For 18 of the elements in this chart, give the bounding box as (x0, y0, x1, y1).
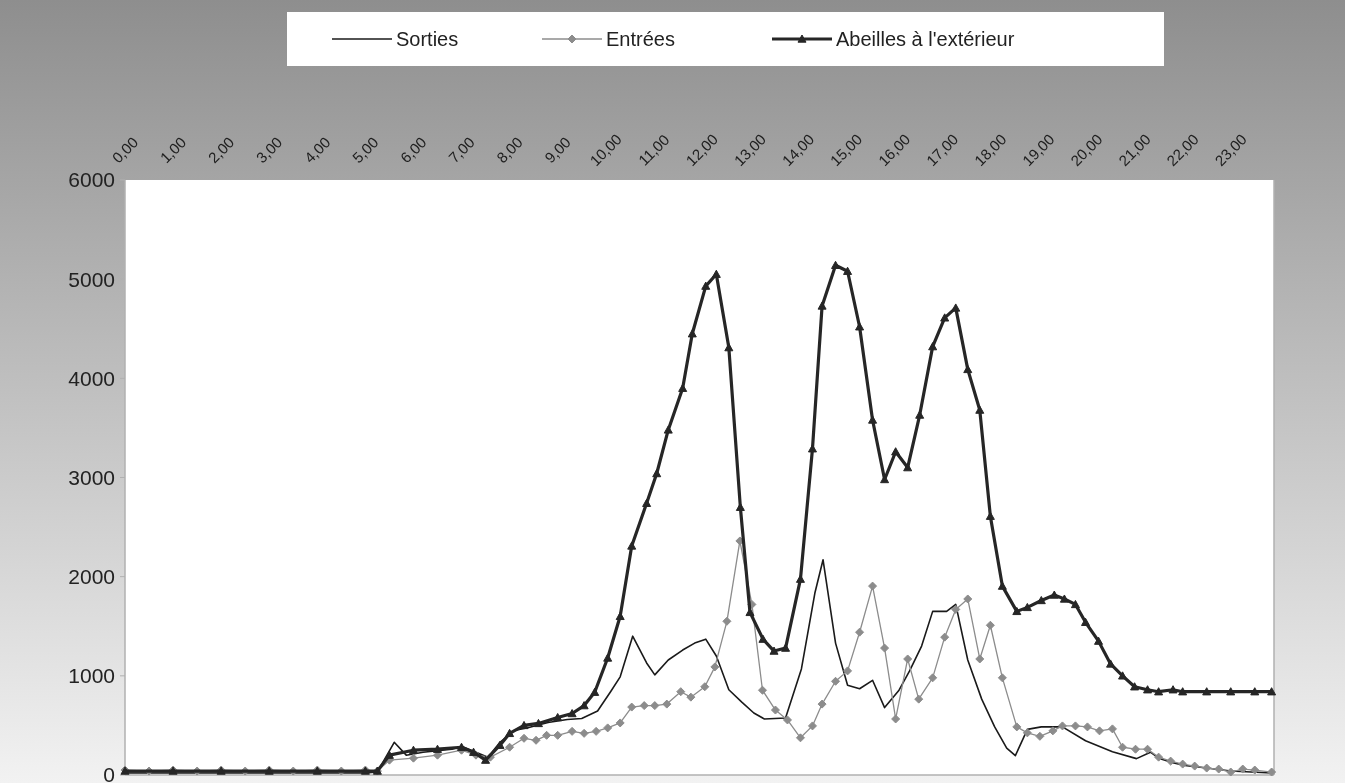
y-tick-label: 1000 (68, 664, 115, 688)
x-tick-label: 0,00 (108, 133, 142, 167)
legend-label: Entrées (606, 28, 675, 50)
y-tick-label: 2000 (68, 565, 115, 589)
x-tick-label: 3,00 (252, 133, 286, 167)
y-tick-label: 6000 (68, 168, 115, 192)
x-tick-label: 6,00 (396, 133, 430, 167)
x-tick-label: 4,00 (300, 133, 334, 167)
x-tick-label: 2,00 (204, 133, 238, 167)
y-tick-label: 5000 (68, 267, 115, 291)
x-tick-label: 7,00 (445, 133, 478, 167)
x-tick-label: 1,00 (156, 133, 190, 167)
legend-label: Abeilles à l'extérieur (836, 28, 1015, 50)
y-tick-label: 4000 (68, 366, 115, 390)
y-tick-label: 0 (103, 763, 115, 783)
y-tick-label: 3000 (68, 465, 115, 489)
x-tick-label: 5,00 (348, 133, 382, 167)
legend-label: Sorties (396, 28, 459, 50)
